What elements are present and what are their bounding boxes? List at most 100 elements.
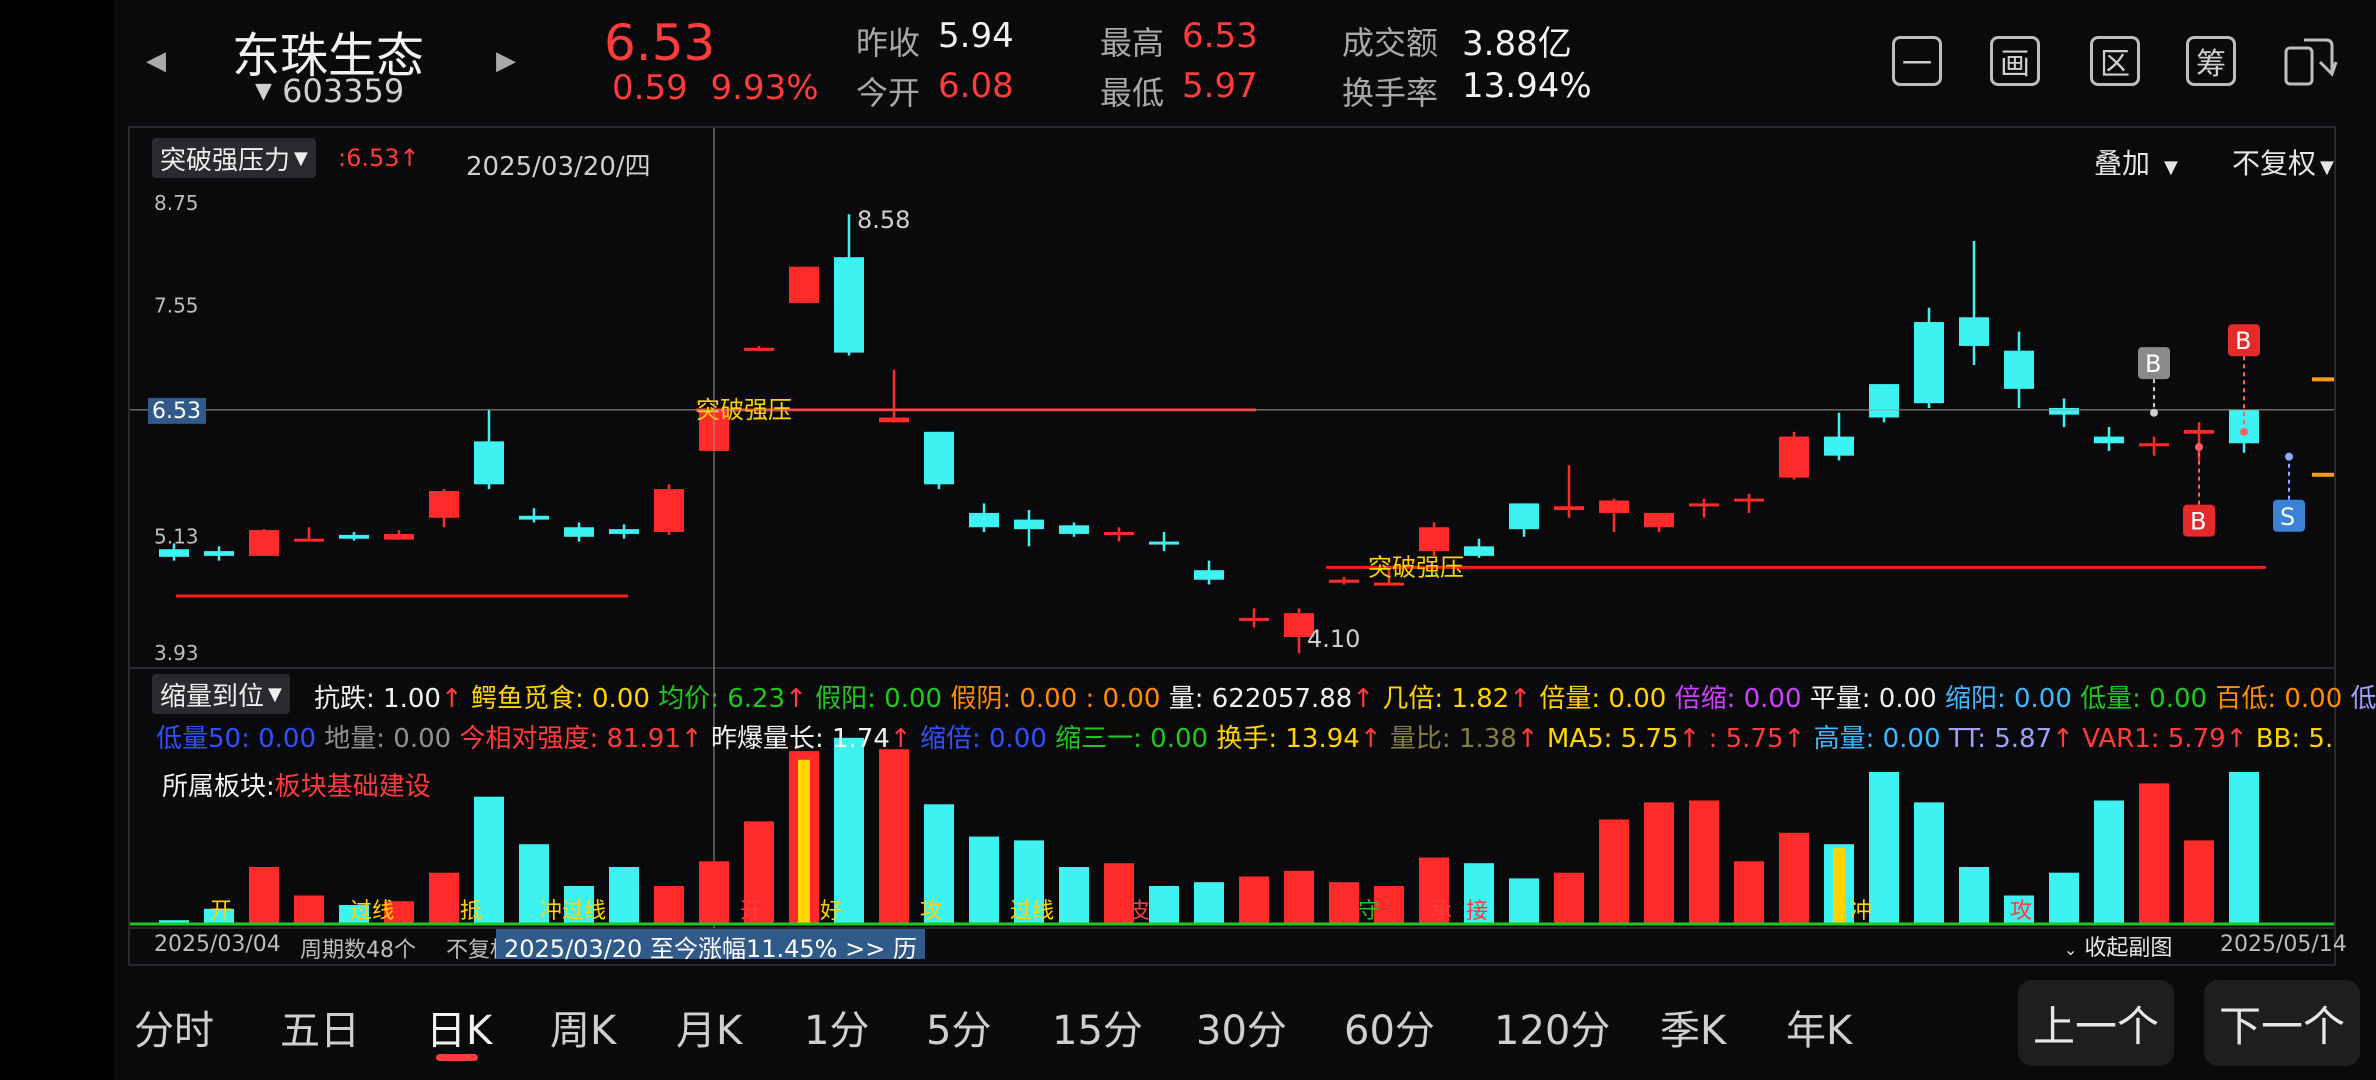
candle-body	[2139, 443, 2169, 447]
candle-body	[1194, 570, 1224, 580]
indicator-value: 缩倍: 0.00	[911, 724, 1047, 754]
tab-0[interactable]: 分时	[134, 1008, 214, 1054]
candle-body	[2184, 429, 2214, 434]
tab-6[interactable]: 5分	[926, 1008, 992, 1054]
next-stock-arrow-icon[interactable]: ▶	[496, 46, 516, 76]
high-label: 8.58	[857, 206, 910, 234]
current-price: 6.53	[604, 14, 716, 72]
indicator-value: 鳄鱼觅食: 0.00	[462, 684, 650, 714]
tool-button-chips[interactable]: 筹	[2186, 36, 2236, 86]
indicator-value: 地量: 0.00	[316, 724, 452, 754]
signal-letter: S	[2280, 503, 2295, 531]
candle-body	[1869, 384, 1899, 418]
tab-12[interactable]: 年K	[1786, 1008, 1853, 1054]
overlay-dropdown[interactable]: 叠加 ▼	[2094, 147, 2178, 180]
volume-highlight	[798, 759, 810, 924]
tool-button-range[interactable]: 区	[2090, 36, 2140, 86]
candle-body	[1239, 617, 1269, 621]
indicator-value: 缩三一: 0.00	[1046, 724, 1209, 754]
candle-body	[474, 441, 504, 485]
switch-screen-icon[interactable]	[2282, 32, 2338, 88]
range-gain-banner[interactable]: 2025/03/20 至今涨幅11.45% >> 历	[496, 929, 925, 963]
indicator-value: ↑	[785, 684, 807, 714]
tab-5[interactable]: 1分	[804, 1008, 870, 1054]
indicator-value: ↑	[680, 724, 703, 754]
y-tick-label: 7.55	[154, 294, 199, 318]
right-edge-marker	[2312, 377, 2334, 382]
prev-stock-button[interactable]: 上一个	[2018, 980, 2174, 1066]
volume-bar	[159, 920, 189, 924]
candle-body	[2049, 407, 2079, 415]
candle-body	[249, 530, 279, 556]
volume-bar	[2004, 895, 2034, 924]
tab-2[interactable]: 日K	[426, 1008, 493, 1054]
active-tab-underline	[436, 1054, 478, 1061]
indicator-value: ↑	[1352, 684, 1375, 714]
volume-bar	[2094, 800, 2124, 924]
tab-8[interactable]: 30分	[1196, 1008, 1287, 1054]
candle-body	[834, 257, 864, 353]
volume-bar	[339, 905, 369, 924]
indicator-value: ↑	[1783, 724, 1806, 754]
candle-body	[1824, 436, 1854, 456]
candle-body	[879, 417, 909, 423]
indicator-value: 量: 622057.88	[1160, 684, 1353, 714]
tab-11[interactable]: 季K	[1660, 1008, 1727, 1054]
sub-indicator-dropdown[interactable]: 缩量到位 ▼	[152, 674, 290, 714]
candle-body	[654, 489, 684, 533]
indicator-value: 换手: 13.94	[1208, 724, 1360, 754]
indicator-value: 平量: 0.00	[1801, 684, 1937, 714]
candle-body	[564, 527, 594, 537]
y-tick-label: 8.75	[154, 191, 199, 215]
volume-bar	[1194, 882, 1224, 924]
y-tick-label: 5.13	[154, 524, 199, 548]
indicator-value: 低量50: 0.00	[156, 724, 316, 754]
kline-chart-panel[interactable]: 8.75 7.55 5.13 3.93 突破强压 突破强压 6.53 8.58 4.10 B B B S…	[128, 126, 2336, 966]
left-margin	[0, 0, 114, 1080]
volume-bar	[294, 895, 324, 924]
adjust-dropdown[interactable]: 不复权 ▼	[2232, 147, 2334, 180]
volume-bar	[1644, 802, 1674, 924]
volume-bar	[1554, 872, 1584, 924]
volume-highlight	[1833, 848, 1845, 924]
collapse-subchart[interactable]: ⌄ 收起副图	[2064, 936, 2173, 961]
signal-badge	[2138, 347, 2170, 380]
price-marker-label: 6.53	[152, 399, 201, 424]
volume-bar	[249, 867, 279, 924]
next-stock-button[interactable]: 下一个	[2204, 980, 2360, 1066]
volume-bar	[1464, 863, 1494, 924]
indicator-value: ↑	[1359, 724, 1382, 754]
signal-dot	[2285, 452, 2293, 461]
volume-bar	[1014, 840, 1044, 924]
indicator-value: 倍缩: 0.00	[1666, 684, 1802, 714]
tab-10[interactable]: 120分	[1494, 1008, 1611, 1054]
candle-body	[1554, 506, 1584, 511]
tool-button-line[interactable]: 一	[1892, 36, 1942, 86]
tab-9[interactable]: 60分	[1344, 1008, 1435, 1054]
tab-1[interactable]: 五日	[280, 1008, 360, 1054]
tab-4[interactable]: 月K	[676, 1008, 743, 1054]
tab-3[interactable]: 周K	[550, 1008, 617, 1054]
main-indicator-dropdown[interactable]: 突破强压力 ▼	[152, 138, 316, 178]
indicator-value: ↑	[2225, 724, 2248, 754]
tool-button-draw[interactable]: 画	[1990, 36, 2040, 86]
indicator-value: 抗跌: 1.00	[314, 684, 441, 714]
volume-bar	[1149, 886, 1179, 924]
volume-bar	[834, 737, 864, 924]
range-start-date: 2025/03/04	[154, 932, 281, 957]
volume-bar	[654, 886, 684, 924]
stat-value: 5.97	[1182, 66, 1258, 106]
tab-7[interactable]: 15分	[1052, 1008, 1143, 1054]
overlay-caret-icon: ▼	[2164, 157, 2178, 178]
prev-stock-arrow-icon[interactable]: ◀	[146, 46, 166, 76]
indicator-row-2: 低量50: 0.00 地量: 0.00 今相对强度: 81.91↑ 昨爆量长: …	[156, 718, 2332, 755]
candle-body	[2094, 436, 2124, 444]
stock-code[interactable]: ▼ 603359	[255, 72, 404, 110]
indicator-value: 低阳: 0.00	[2350, 684, 2376, 714]
stat-label: 最低	[1100, 74, 1165, 112]
signal-dot	[2240, 427, 2248, 436]
candle-body	[1779, 436, 1809, 478]
adjust-caret-icon: ▼	[2320, 157, 2334, 178]
indicator-value: ↑	[2052, 724, 2074, 754]
